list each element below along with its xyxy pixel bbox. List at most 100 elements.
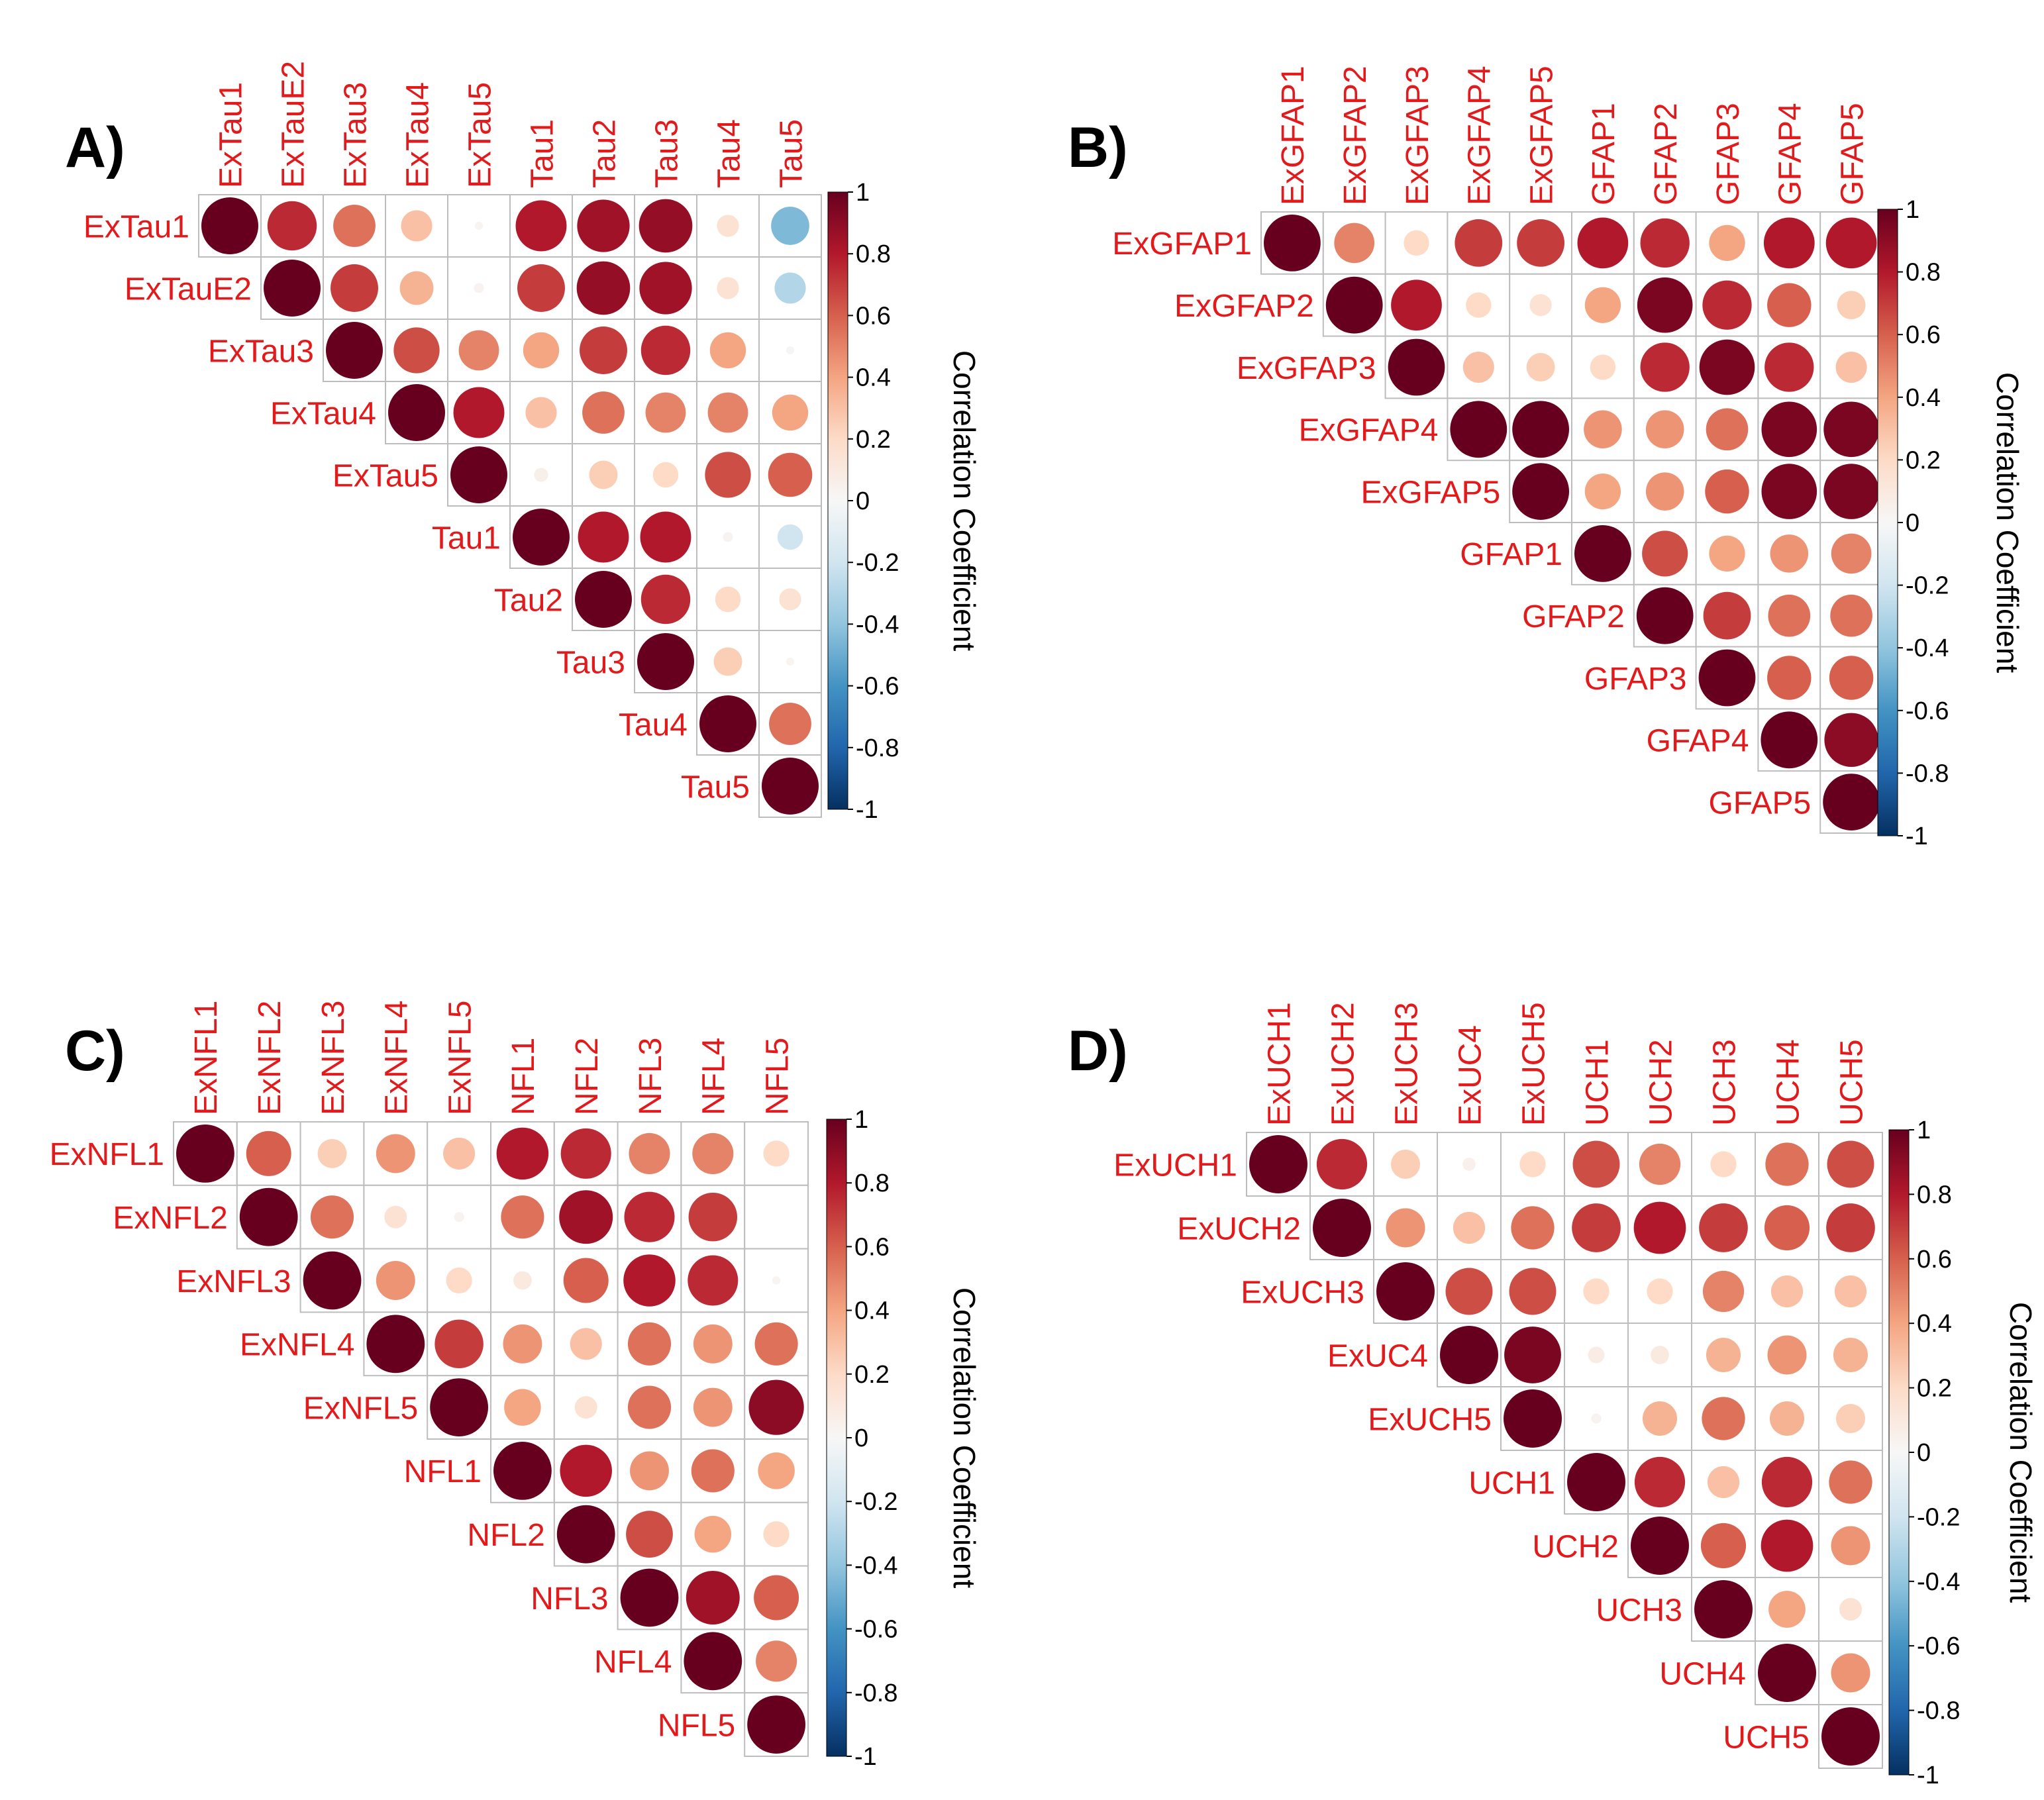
correlation-circle bbox=[333, 205, 376, 247]
correlation-circle bbox=[1440, 1326, 1498, 1384]
correlation-circle bbox=[1572, 1203, 1621, 1252]
colorbar-tick-label: 1 bbox=[854, 1106, 868, 1134]
row-label: ExGFAP3 bbox=[1237, 351, 1376, 386]
correlation-circle bbox=[1640, 218, 1690, 268]
column-label: UCH1 bbox=[1580, 1039, 1615, 1126]
correlation-circle bbox=[747, 1695, 805, 1754]
correlation-circle bbox=[239, 1187, 298, 1246]
correlation-circle bbox=[589, 460, 618, 489]
panel-label: A) bbox=[65, 116, 125, 179]
correlation-circle bbox=[1764, 1205, 1810, 1251]
colorbar-tick-label: 0.8 bbox=[1906, 259, 1941, 287]
correlation-circle bbox=[496, 1127, 549, 1180]
correlation-circle bbox=[1519, 1151, 1546, 1177]
correlation-circle bbox=[1386, 1208, 1425, 1248]
colorbar-title: Correlation Coefficient bbox=[947, 350, 982, 651]
row-label: NFL3 bbox=[531, 1581, 608, 1617]
row-label: NFL5 bbox=[658, 1708, 735, 1743]
correlation-circle bbox=[1702, 1270, 1745, 1313]
correlation-circle bbox=[1511, 1206, 1555, 1250]
column-label: GFAP4 bbox=[1773, 103, 1808, 205]
correlation-circle bbox=[1831, 1526, 1870, 1566]
correlation-circle bbox=[376, 1261, 415, 1300]
column-label: ExGFAP5 bbox=[1524, 66, 1559, 205]
correlation-circle bbox=[515, 200, 567, 252]
correlation-circle bbox=[517, 264, 565, 312]
correlation-circle bbox=[1702, 280, 1752, 330]
colorbar-tick-label: 0 bbox=[1906, 509, 1919, 537]
row-label: ExNFL4 bbox=[240, 1328, 354, 1363]
correlation-circle bbox=[1700, 1523, 1747, 1569]
correlation-circle bbox=[399, 271, 434, 305]
row-label: ExUC4 bbox=[1327, 1338, 1428, 1374]
column-label: ExUC4 bbox=[1453, 1025, 1488, 1126]
correlation-circle bbox=[1709, 225, 1745, 262]
row-label: ExUCH5 bbox=[1368, 1402, 1492, 1437]
correlation-circle bbox=[331, 264, 378, 312]
correlation-circle bbox=[762, 758, 819, 815]
colorbar-tick-label: -1 bbox=[854, 1743, 877, 1771]
correlation-circle bbox=[1763, 217, 1815, 269]
correlation-circle bbox=[1517, 219, 1564, 267]
correlation-circle bbox=[1768, 1591, 1806, 1628]
correlation-circle bbox=[769, 703, 811, 745]
correlation-circle bbox=[1640, 342, 1690, 392]
correlation-circle bbox=[1264, 215, 1321, 272]
row-label: ExGFAP5 bbox=[1360, 475, 1500, 510]
correlation-circle bbox=[639, 199, 693, 253]
correlation-circle bbox=[493, 1442, 552, 1500]
correlation-circle bbox=[629, 1132, 670, 1174]
correlation-circle bbox=[1572, 1140, 1620, 1188]
correlation-circle bbox=[1837, 291, 1866, 320]
row-label: UCH2 bbox=[1532, 1529, 1619, 1564]
correlation-circle bbox=[1825, 217, 1877, 269]
column-label: ExNFL1 bbox=[189, 1001, 224, 1115]
correlation-circle bbox=[1707, 1466, 1740, 1499]
correlation-circle bbox=[1706, 408, 1749, 451]
colorbar-title: Correlation Coefficient bbox=[947, 1287, 982, 1588]
correlation-circle bbox=[688, 1192, 738, 1242]
colorbar-tick-label: 0.4 bbox=[856, 364, 891, 392]
column-label: ExNFL4 bbox=[380, 1001, 415, 1115]
panel-3: C) ExNFL1 ExNFL2 ExNFL3 ExNFL4 ExNFL5 NFL1 NFL2… bbox=[50, 1001, 982, 1771]
colorbar-tick-label: -1 bbox=[1906, 823, 1928, 850]
correlation-circle bbox=[1823, 774, 1880, 830]
correlation-circle bbox=[691, 1449, 735, 1493]
correlation-circle bbox=[576, 261, 631, 315]
correlation-circle bbox=[1642, 1401, 1678, 1436]
correlation-circle bbox=[1512, 401, 1570, 458]
correlation-circle bbox=[1699, 1203, 1748, 1252]
row-label: NFL1 bbox=[404, 1454, 482, 1489]
correlation-circle bbox=[707, 392, 748, 433]
correlation-circle bbox=[1590, 354, 1616, 380]
correlation-circle bbox=[1709, 535, 1745, 572]
colorbar-tick-label: 0.6 bbox=[854, 1233, 890, 1261]
row-label: ExTau1 bbox=[83, 209, 189, 244]
correlation-circle bbox=[626, 1511, 673, 1558]
correlation-circle bbox=[723, 532, 733, 542]
row-label: GFAP5 bbox=[1708, 785, 1811, 821]
correlation-circle bbox=[559, 1190, 613, 1244]
colorbar-tick-label: -0.4 bbox=[1906, 634, 1949, 662]
correlation-circle bbox=[1761, 401, 1817, 458]
correlation-circle bbox=[525, 397, 557, 428]
colorbar-tick-label: -0.8 bbox=[856, 734, 899, 762]
column-label: Tau1 bbox=[525, 119, 560, 188]
colorbar-tick-label: -0.6 bbox=[1906, 697, 1949, 725]
correlation-circle bbox=[1702, 1397, 1745, 1440]
correlation-circle bbox=[786, 346, 795, 355]
colorbar-tick-label: 0.2 bbox=[1906, 446, 1941, 474]
row-label: Tau3 bbox=[556, 645, 625, 680]
correlation-circle bbox=[1584, 287, 1621, 323]
correlation-circle bbox=[582, 391, 625, 434]
correlation-circle bbox=[1705, 469, 1749, 514]
colorbar-tick-label: -0.4 bbox=[854, 1552, 897, 1579]
colorbar-tick-label: 0.4 bbox=[854, 1297, 890, 1325]
colorbar-tick-label: 0.4 bbox=[1906, 384, 1941, 412]
colorbar-tick-label: -0.6 bbox=[1917, 1632, 1960, 1660]
row-label: Tau2 bbox=[494, 583, 563, 618]
colorbar-tick-label: 1 bbox=[1917, 1117, 1931, 1144]
correlation-circle bbox=[640, 325, 691, 375]
row-label: GFAP2 bbox=[1522, 599, 1625, 634]
column-label: GFAP1 bbox=[1586, 103, 1621, 205]
